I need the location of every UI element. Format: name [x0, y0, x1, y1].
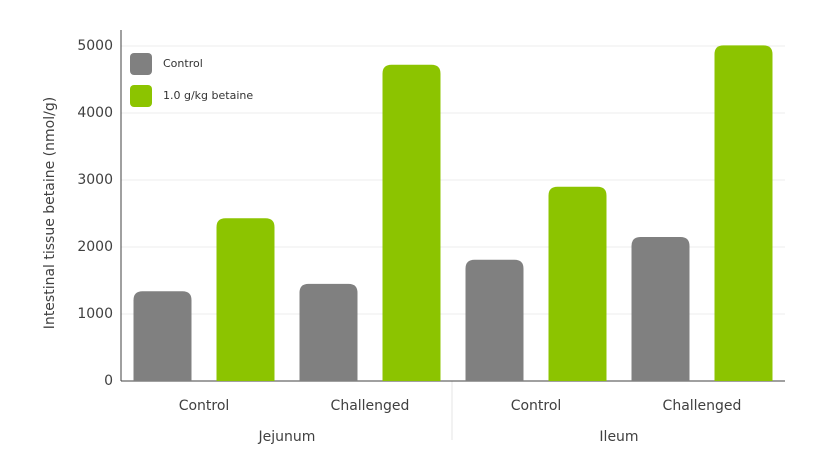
legend-label: Control: [163, 57, 203, 70]
bar: [631, 236, 690, 381]
y-tick-label: 1000: [77, 306, 113, 322]
legend-swatch: [130, 53, 152, 75]
legend-swatch: [130, 85, 152, 107]
y-tick-label: 2000: [77, 239, 113, 255]
bar: [133, 291, 192, 381]
bar: [216, 218, 275, 381]
y-axis-label: Intestinal tissue betaine (nmol/g): [42, 97, 58, 329]
bar: [382, 64, 441, 381]
y-tick-label: 4000: [77, 105, 113, 121]
y-tick-label: 5000: [77, 38, 113, 54]
x-tick-label: Challenged: [663, 398, 742, 414]
x-tick-label: Control: [511, 398, 562, 414]
bar: [299, 283, 358, 381]
bar: [548, 186, 607, 381]
group-label: Ileum: [599, 429, 638, 445]
legend-label: 1.0 g/kg betaine: [163, 89, 253, 102]
x-tick-label: Challenged: [331, 398, 410, 414]
y-tick-label: 3000: [77, 172, 113, 188]
bar: [714, 45, 773, 381]
y-tick-label: 0: [104, 373, 113, 389]
group-label: Jejunum: [258, 429, 316, 445]
bar: [465, 259, 524, 381]
x-tick-label: Control: [179, 398, 230, 414]
